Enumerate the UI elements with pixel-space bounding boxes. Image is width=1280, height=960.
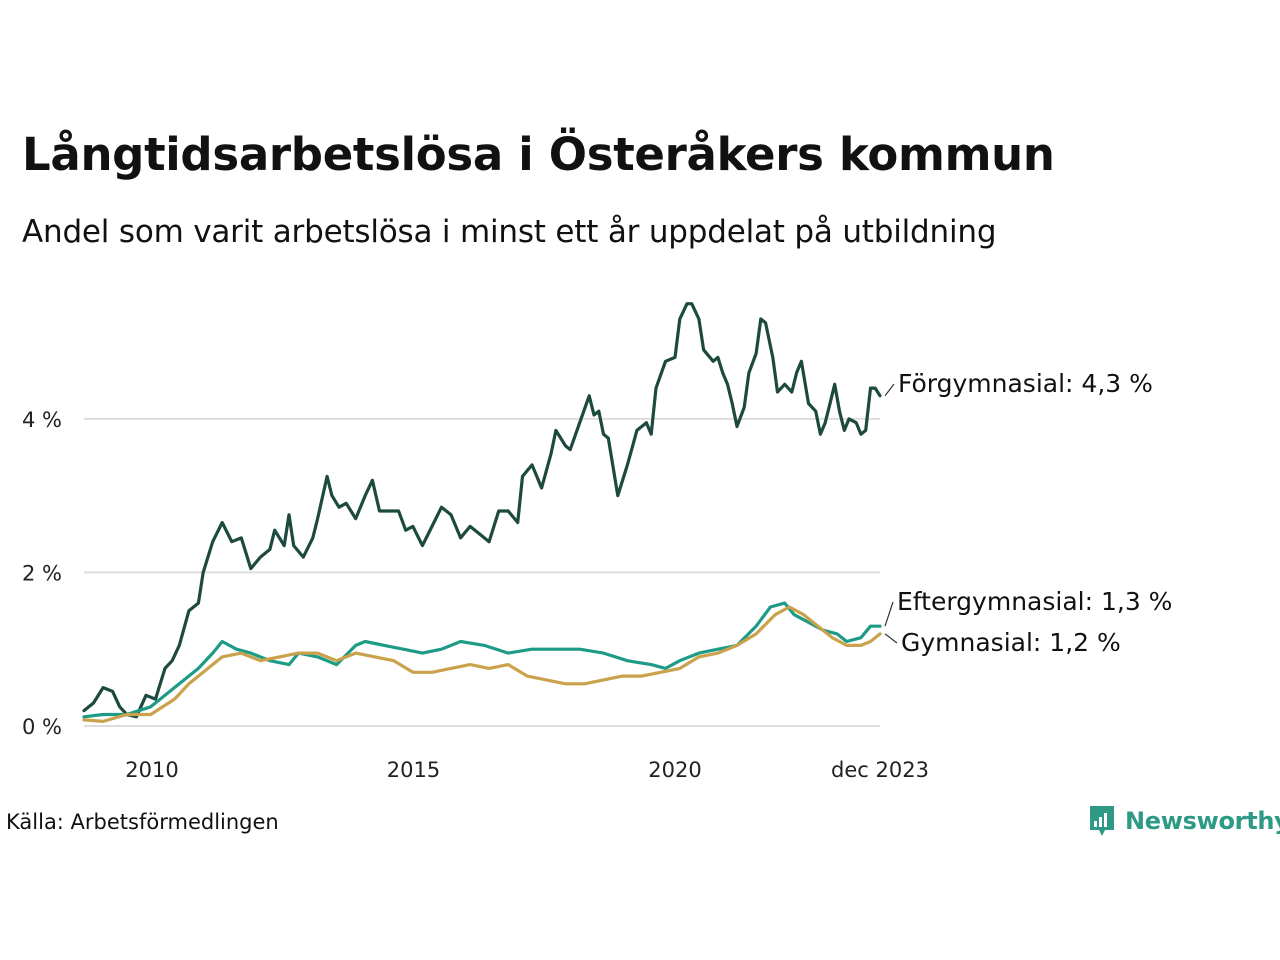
brand-logo: Newsworthy [1088, 804, 1280, 838]
chart-subtitle: Andel som varit arbetslösa i minst ett å… [22, 214, 997, 250]
label-leader-gymnasial [884, 633, 898, 644]
newsworthy-icon [1090, 806, 1114, 836]
series-line-gymnasial [82, 605, 882, 723]
x-tick-label: 2020 [648, 758, 701, 782]
series-label-gymnasial: Gymnasial: 1,2 % [901, 628, 1121, 657]
y-tick-label: 2 % [22, 561, 62, 585]
series-labels: Förgymnasial: 4,3 % Eftergymnasial: 1,3 %… [884, 369, 1172, 657]
series-lines [82, 302, 882, 723]
chart-title: Långtidsarbetslösa i Österåkers kommun [22, 128, 1055, 181]
series-line-eftergymnasial [82, 601, 882, 719]
y-axis: 0 % 2 % 4 % [22, 408, 62, 739]
x-tick-label: dec 2023 [831, 758, 929, 782]
label-leader-förgymnasial [884, 383, 895, 397]
x-tick-label: 2010 [125, 758, 178, 782]
series-label-förgymnasial: Förgymnasial: 4,3 % [898, 369, 1153, 398]
brand-name: Newsworthy [1125, 807, 1280, 835]
label-leader-eftergymnasial [884, 601, 894, 627]
line-chart: 0 % 2 % 4 % 2010 2015 2020 dec 2023 Förgymnas… [22, 302, 1172, 782]
grid-lines [84, 417, 880, 727]
source-note: Källa: Arbetsförmedlingen [6, 810, 279, 834]
series-line-förgymnasial [82, 302, 882, 719]
series-label-eftergymnasial: Eftergymnasial: 1,3 % [897, 587, 1172, 616]
x-tick-label: 2015 [387, 758, 440, 782]
x-axis: 2010 2015 2020 dec 2023 [125, 758, 929, 782]
y-tick-label: 4 % [22, 408, 62, 432]
y-tick-label: 0 % [22, 715, 62, 739]
